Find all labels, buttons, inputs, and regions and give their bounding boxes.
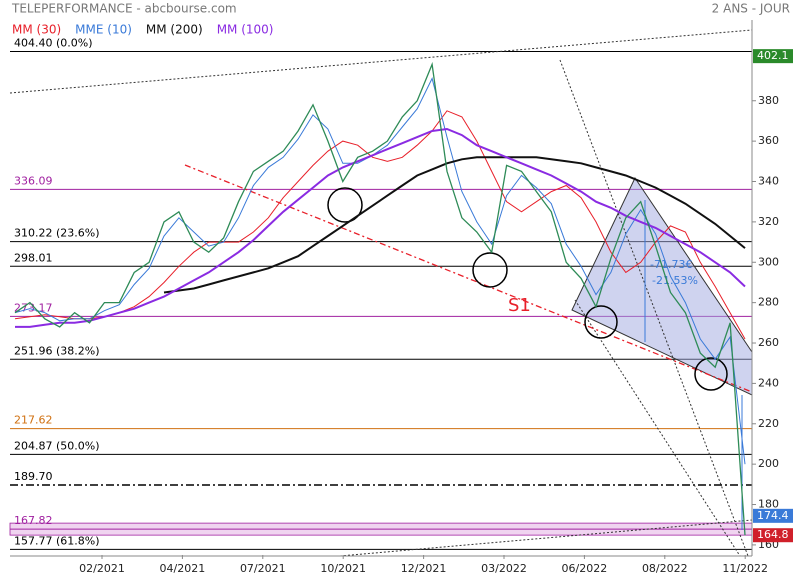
ma-line	[14, 110, 746, 340]
price-tag-label: 164.8	[757, 528, 789, 541]
price-tag-label: 174.4	[757, 509, 789, 522]
marker-circle	[327, 187, 363, 223]
x-tick-label: 03/2022	[481, 562, 527, 575]
level-label: 217.62	[14, 414, 53, 427]
marker-circle	[694, 357, 728, 391]
trend-line	[559, 59, 749, 557]
trend-line	[9, 29, 753, 94]
level-label: 404.40 (0.0%)	[14, 36, 93, 49]
y-tick-label: 200	[758, 457, 779, 470]
legend-entry: MM (100)	[217, 23, 274, 37]
level-label: 157.77 (61.8%)	[14, 534, 100, 547]
ma-line	[14, 77, 746, 465]
legend-entry: MME (10)	[75, 23, 132, 37]
chart-subtitle: 2 ANS - JOUR	[712, 2, 790, 16]
y-tick-label: 320	[758, 215, 779, 228]
price-tag	[753, 49, 793, 64]
y-tick-label: 280	[758, 296, 779, 309]
marker-circle	[472, 252, 508, 288]
annotation: -71.73€	[650, 258, 692, 271]
legend-entry: MM (200)	[146, 23, 203, 37]
annotation: S1	[508, 295, 531, 316]
level-label: 273.17	[14, 301, 53, 314]
y-tick-label: 240	[758, 376, 779, 389]
trend-line	[574, 299, 741, 557]
x-tick-label: 10/2021	[320, 562, 366, 575]
y-tick-label: 380	[758, 94, 779, 107]
price-tag	[753, 528, 793, 543]
level-label: 251.96 (38.2%)	[14, 344, 100, 357]
trend-line	[339, 519, 753, 557]
legend: MM (30) MME (10) MM (200) MM (100)	[12, 23, 274, 37]
x-tick-label: 06/2022	[562, 562, 608, 575]
x-tick-label: 02/2021	[79, 562, 125, 575]
level-label: 204.87 (50.0%)	[14, 439, 100, 452]
price-tag	[753, 508, 793, 523]
y-tick-label: 260	[758, 336, 779, 349]
x-tick-label: 04/2021	[160, 562, 206, 575]
ma-line	[15, 127, 746, 328]
y-tick-label: 220	[758, 417, 779, 430]
level-label: 336.09	[14, 174, 53, 187]
chart-title: TELEPERFORMANCE - abcbourse.com	[11, 2, 237, 16]
x-tick-label: 08/2022	[642, 562, 688, 575]
x-tick-label: 07/2021	[240, 562, 286, 575]
level-label: 310.22 (23.6%)	[14, 227, 100, 240]
level-label: 298.01	[14, 251, 53, 264]
annotation: -21.53%	[652, 274, 698, 287]
legend-entry: MM (30)	[12, 23, 61, 37]
x-tick-label: 11/2022	[722, 562, 768, 575]
x-tick-label: 12/2021	[401, 562, 447, 575]
y-tick-label: 340	[758, 175, 779, 188]
level-label: 167.82	[14, 514, 53, 527]
y-tick-label: 180	[758, 498, 779, 511]
ma-line	[163, 156, 746, 294]
marker-circle	[584, 305, 618, 339]
price-line	[14, 61, 746, 536]
y-tick-label: 300	[758, 255, 779, 268]
y-tick-label: 360	[758, 134, 779, 147]
price-tag-label: 402.1	[757, 49, 789, 62]
level-label: 189.70	[14, 470, 53, 483]
